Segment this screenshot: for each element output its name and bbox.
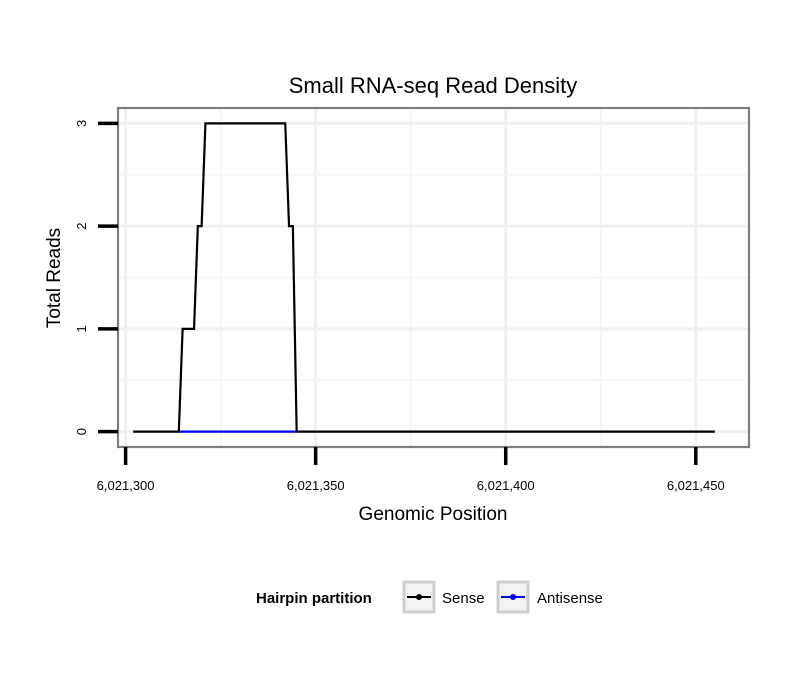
x-tick-label: 6,021,300 [97, 478, 155, 493]
x-tick-label: 6,021,350 [287, 478, 345, 493]
series-layer [133, 122, 715, 433]
y-tick-label: 0 [74, 428, 89, 435]
legend-point-sense [416, 594, 422, 600]
x-axis-title: Genomic Position [359, 504, 508, 525]
legend: Hairpin partition Sense Antisense [256, 580, 603, 614]
legend-key-antisense [496, 580, 530, 614]
x-axis: 6,021,300 6,021,350 6,021,400 6,021,450 [97, 447, 725, 493]
series-line-sense [133, 122, 715, 433]
legend-label-antisense: Antisense [537, 590, 603, 607]
legend-label-sense: Sense [442, 590, 485, 607]
plot-panel [116, 106, 751, 449]
legend-title: Hairpin partition [256, 590, 372, 607]
y-tick-label: 3 [74, 120, 89, 127]
y-axis-title: Total Reads [44, 228, 65, 328]
x-tick-label: 6,021,400 [477, 478, 535, 493]
x-tick-label: 6,021,450 [667, 478, 725, 493]
y-tick-label: 2 [74, 223, 89, 230]
chart-title: Small RNA-seq Read Density [289, 73, 578, 98]
plot-border [116, 106, 751, 449]
legend-point-antisense [510, 594, 516, 600]
y-axis: 0 1 2 3 [74, 120, 118, 435]
y-tick-label: 1 [74, 325, 89, 332]
